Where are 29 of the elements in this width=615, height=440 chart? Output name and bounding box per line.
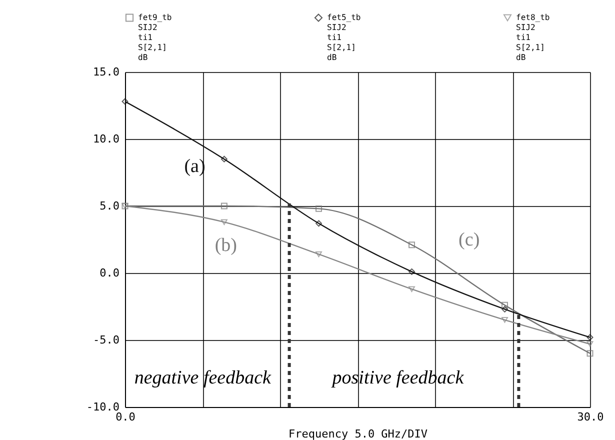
point [502,302,508,308]
annotation: (b) [214,234,237,256]
point [220,219,228,225]
y-tick-label: 0.0 [100,266,120,280]
point [408,268,415,275]
y-tick-label: 15.0 [93,66,120,78]
y-tick-label: -10.0 [86,400,120,414]
x-tick-label: 30.0 [577,410,604,424]
point [586,350,594,357]
point [502,317,508,323]
annotation: (c) [458,230,480,250]
y-tick-label: 5.0 [100,200,120,212]
legend-label: fet8_tb SIJ2 ti1 S[2,1] dB [516,12,550,62]
point [122,98,128,105]
point [220,202,228,210]
point [220,156,228,162]
point [316,220,322,227]
point [502,306,508,312]
point [586,341,594,347]
y-tick-label: -5.0 [93,334,120,346]
point [316,205,322,212]
x-axis-title: Frequency 5.0 GHz/DIV [288,428,428,440]
point [316,251,322,258]
point [408,286,415,292]
y-tick-label: 10.0 [93,132,120,146]
legend-label: fet5_tb SIJ2 ti1 S[2,1] dB [327,12,361,62]
point [586,334,594,341]
legend-label: fet9_tb SIJ2 ti1 S[2,1] dB [138,12,172,62]
point [408,242,415,248]
